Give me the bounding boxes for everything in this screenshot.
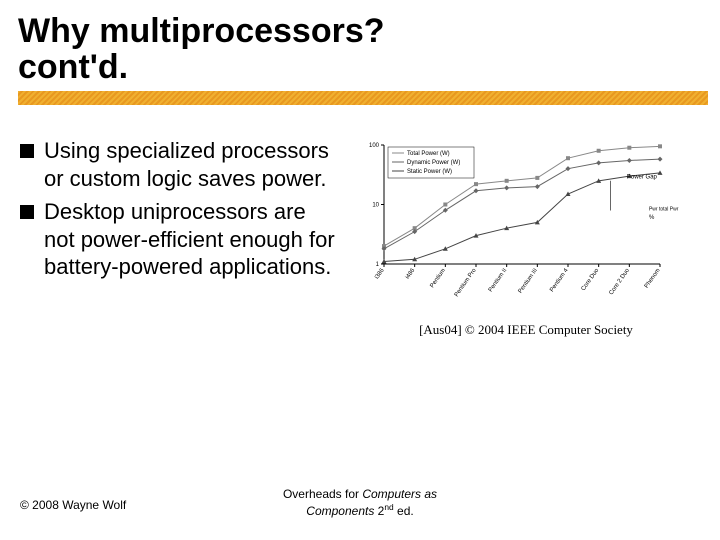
svg-text:1: 1	[376, 262, 380, 268]
bullet-marker-icon	[20, 205, 34, 219]
svg-text:Pwr total Pwr: Pwr total Pwr	[649, 207, 679, 213]
footer-center-post: ed.	[394, 504, 414, 518]
svg-text:Pentium Pro: Pentium Pro	[454, 268, 478, 299]
content-area: Using specialized processors or custom l…	[0, 137, 720, 338]
title-line-2: cont'd.	[18, 50, 702, 86]
chart-caption: [Aus04] © 2004 IEEE Computer Society	[346, 322, 706, 338]
title-line-1: Why multiprocessors?	[18, 14, 702, 50]
svg-text:i486: i486	[405, 268, 417, 281]
svg-text:Dynamic Power (W): Dynamic Power (W)	[407, 160, 460, 166]
svg-text:10: 10	[372, 203, 379, 209]
footer-copyright: © 2008 Wayne Wolf	[20, 498, 126, 512]
svg-text:%: %	[649, 215, 655, 221]
svg-text:Pentium: Pentium	[429, 268, 447, 289]
svg-text:Phenom: Phenom	[644, 268, 662, 290]
footer-center-sup: nd	[384, 502, 393, 512]
footer-center-italic1: Computers as	[362, 487, 437, 501]
footer-center: Overheads for Computers as Components 2n…	[283, 487, 437, 518]
svg-text:i386: i386	[374, 268, 386, 281]
bullet-item: Desktop uniprocessors are not power-effi…	[20, 198, 340, 281]
title-underline	[18, 91, 708, 105]
chart-svg: 1 10 100 i386 i486 Pentium Pentium Pro Pentium …	[346, 137, 706, 312]
bullet-text: Desktop uniprocessors are not power-effi…	[44, 198, 340, 281]
svg-text:Power Gap: Power Gap	[627, 175, 658, 181]
svg-text:Core 2 Duo: Core 2 Duo	[608, 268, 631, 297]
footer-center-pre: Overheads for	[283, 487, 362, 501]
chart-column: 1 10 100 i386 i486 Pentium Pentium Pro Pentium …	[346, 137, 706, 338]
svg-text:Static Power (W): Static Power (W)	[407, 169, 452, 175]
bullet-marker-icon	[20, 144, 34, 158]
svg-text:Core Duo: Core Duo	[581, 268, 601, 293]
svg-text:Pentium III: Pentium III	[518, 268, 540, 295]
bullet-text: Using specialized processors or custom l…	[44, 137, 340, 192]
bullet-list: Using specialized processors or custom l…	[20, 137, 340, 338]
power-chart: 1 10 100 i386 i486 Pentium Pentium Pro Pentium …	[346, 137, 706, 312]
svg-text:Pentium II: Pentium II	[488, 268, 509, 294]
slide-title: Why multiprocessors? cont'd.	[0, 0, 720, 91]
svg-text:Total Power (W): Total Power (W)	[407, 151, 450, 157]
svg-text:100: 100	[369, 143, 380, 149]
bullet-item: Using specialized processors or custom l…	[20, 137, 340, 192]
svg-text:Pentium 4: Pentium 4	[549, 268, 570, 294]
footer-center-post-pre: 2	[374, 504, 384, 518]
footer-center-italic2: Components	[306, 504, 374, 518]
